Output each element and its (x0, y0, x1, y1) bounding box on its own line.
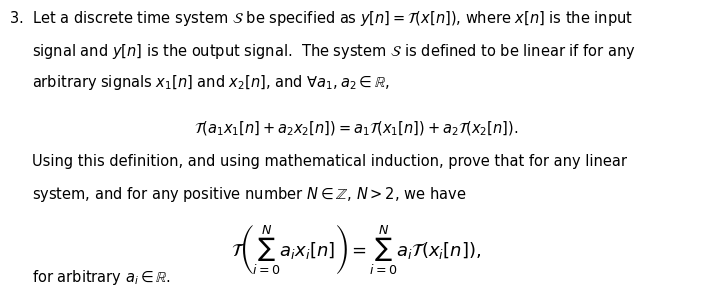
Text: $\mathcal{T}\left(\sum_{i=0}^{N} a_i x_i[n]\right) = \sum_{i=0}^{N} a_i \mathcal: $\mathcal{T}\left(\sum_{i=0}^{N} a_i x_i… (232, 222, 481, 278)
Text: signal and $y[n]$ is the output signal.  The system $\mathcal{S}$ is defined to : signal and $y[n]$ is the output signal. … (32, 42, 636, 61)
Text: for arbitrary $a_i \in \mathbb{R}$.: for arbitrary $a_i \in \mathbb{R}$. (32, 268, 171, 287)
Text: Using this definition, and using mathematical induction, prove that for any line: Using this definition, and using mathema… (32, 154, 627, 168)
Text: arbitrary signals $x_1[n]$ and $x_2[n]$, and $\forall a_1, a_2 \in \mathbb{R}$,: arbitrary signals $x_1[n]$ and $x_2[n]$,… (32, 73, 390, 92)
Text: system, and for any positive number $N \in \mathbb{Z}$, $N > 2$, we have: system, and for any positive number $N \… (32, 185, 466, 204)
Text: $\mathcal{T}\left(a_1 x_1[n] + a_2 x_2[n]\right) = a_1 \mathcal{T}(x_1[n]) + a_2: $\mathcal{T}\left(a_1 x_1[n] + a_2 x_2[n… (194, 119, 519, 137)
Text: 3.  Let a discrete time system $\mathcal{S}$ be specified as $y[n] = \mathcal{T}: 3. Let a discrete time system $\mathcal{… (9, 9, 633, 28)
